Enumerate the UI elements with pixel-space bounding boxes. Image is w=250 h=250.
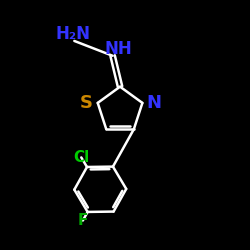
Text: S: S (80, 94, 93, 112)
Text: N: N (146, 94, 161, 112)
Text: H₂N: H₂N (56, 25, 90, 43)
Text: NH: NH (105, 40, 133, 58)
Text: F: F (78, 213, 88, 228)
Text: Cl: Cl (73, 150, 90, 165)
